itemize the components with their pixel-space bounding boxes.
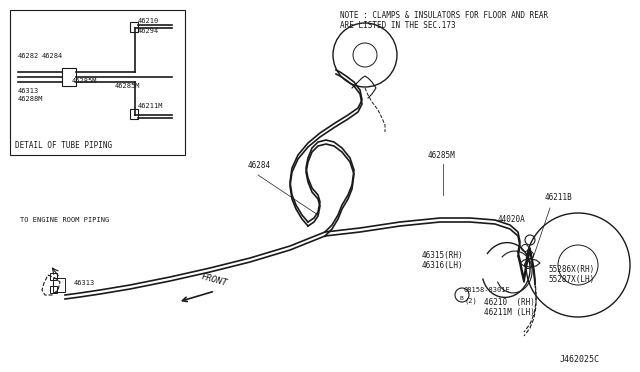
Text: 55287X(LH): 55287X(LH) (548, 275, 595, 284)
Text: 46285M: 46285M (428, 151, 456, 160)
Text: J462025C: J462025C (560, 355, 600, 364)
Bar (130, 109, 138, 119)
Bar (50, 273, 57, 280)
Text: (2): (2) (465, 297, 477, 304)
Text: 46211M (LH): 46211M (LH) (484, 308, 535, 317)
Text: 55286X(RH): 55286X(RH) (548, 265, 595, 274)
Text: ARE LISTED IN THE SEC.173: ARE LISTED IN THE SEC.173 (340, 21, 456, 30)
Text: 46285M: 46285M (115, 83, 141, 89)
Text: 46282: 46282 (18, 53, 39, 59)
Text: 46315(RH): 46315(RH) (422, 251, 463, 260)
Text: 46210  (RH): 46210 (RH) (484, 298, 535, 307)
Bar (53, 278, 65, 292)
Text: DETAIL OF TUBE PIPING: DETAIL OF TUBE PIPING (15, 141, 112, 150)
Text: 44020A: 44020A (498, 215, 525, 224)
Text: 46211M: 46211M (138, 103, 163, 109)
Text: NOTE : CLAMPS & INSULATORS FOR FLOOR AND REAR: NOTE : CLAMPS & INSULATORS FOR FLOOR AND… (340, 11, 548, 20)
Bar (50, 286, 57, 293)
Text: 46288M: 46288M (18, 96, 44, 102)
Text: 46316(LH): 46316(LH) (422, 261, 463, 270)
Text: FRONT: FRONT (200, 272, 228, 288)
Text: 46294: 46294 (138, 28, 159, 34)
Bar (62, 68, 76, 86)
Text: B: B (459, 295, 463, 301)
Text: 46313: 46313 (74, 280, 95, 286)
Text: 46210: 46210 (138, 18, 159, 24)
Bar (130, 22, 138, 32)
Text: 46284: 46284 (248, 161, 271, 170)
Text: 08158-8301E: 08158-8301E (463, 287, 509, 293)
Text: 46284: 46284 (42, 53, 63, 59)
Text: 46211B: 46211B (545, 193, 573, 202)
Text: 46285M: 46285M (72, 78, 97, 84)
Text: 46313: 46313 (18, 88, 39, 94)
Text: TO ENGINE ROOM PIPING: TO ENGINE ROOM PIPING (20, 217, 109, 223)
Bar (10, 10, 185, 155)
